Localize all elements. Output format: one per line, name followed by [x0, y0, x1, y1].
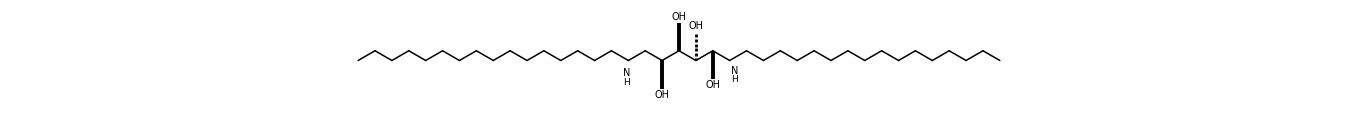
Text: N: N [623, 69, 630, 78]
Text: H: H [623, 78, 630, 87]
Text: OH: OH [655, 89, 669, 99]
Text: OH: OH [689, 21, 703, 32]
Text: N: N [731, 65, 739, 76]
Text: OH: OH [705, 80, 720, 90]
Text: H: H [732, 75, 737, 84]
Text: OH: OH [671, 12, 687, 22]
